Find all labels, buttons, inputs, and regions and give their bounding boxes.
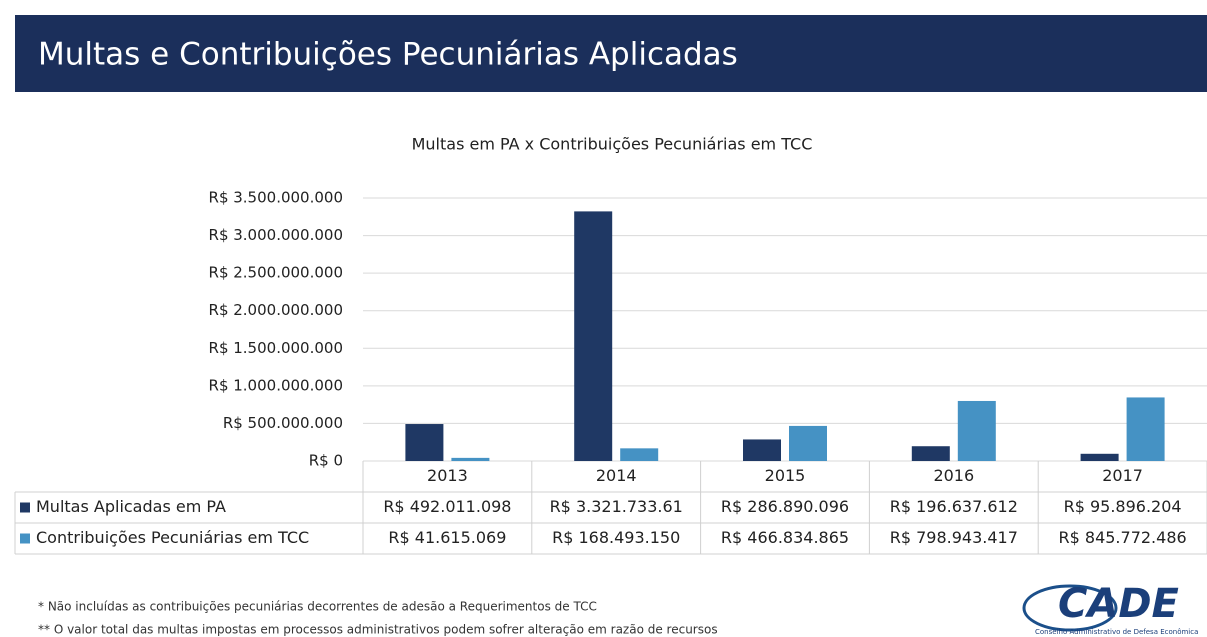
footnote: ** O valor total das multas impostas em … — [38, 623, 718, 637]
y-tick-label: R$ 3.000.000.000 — [209, 226, 343, 244]
bar — [620, 448, 659, 461]
x-tick-label: 2016 — [933, 466, 974, 485]
table-value: R$ 492.011.098 — [383, 497, 511, 516]
table-value: R$ 196.637.612 — [890, 497, 1018, 516]
y-tick-label: R$ 1.500.000.000 — [209, 339, 343, 357]
logo-swoosh — [1022, 584, 1118, 632]
chart-title: Multas em PA x Contribuições Pecuniárias… — [412, 135, 813, 154]
header-title: Multas e Contribuições Pecuniárias Aplic… — [38, 37, 738, 73]
bar — [405, 424, 444, 461]
table-value: R$ 41.615.069 — [388, 528, 506, 547]
bar — [451, 457, 490, 461]
x-tick-label: 2014 — [596, 466, 637, 485]
logo-subtitle: Conselho Administrativo de Defesa Econôm… — [1035, 628, 1198, 636]
bar — [1080, 453, 1119, 461]
y-tick-label: R$ 2.000.000.000 — [209, 301, 343, 319]
table-value: R$ 3.321.733.61 — [550, 497, 683, 516]
legend-swatch — [20, 502, 30, 513]
x-tick-label: 2015 — [765, 466, 806, 485]
header-bar — [15, 15, 1207, 92]
bar — [1126, 397, 1165, 461]
y-tick-label: R$ 1.000.000.000 — [209, 376, 343, 394]
bar — [743, 439, 781, 461]
table-value: R$ 845.772.486 — [1059, 528, 1187, 547]
table-value: R$ 286.890.096 — [721, 497, 849, 516]
bar — [957, 400, 996, 461]
y-tick-label: R$ 2.500.000.000 — [209, 264, 343, 282]
logo: CADE Conselho Administrativo de Defesa E… — [1022, 581, 1198, 636]
x-tick-label: 2017 — [1102, 466, 1143, 485]
bar — [789, 425, 827, 461]
table-value: R$ 95.896.204 — [1064, 497, 1182, 516]
bar — [574, 211, 613, 461]
y-tick-label: R$ 3.500.000.000 — [209, 189, 343, 207]
legend-label: Contribuições Pecuniárias em TCC — [36, 528, 309, 547]
footnote: * Não incluídas as contribuições pecuniá… — [38, 600, 597, 614]
table-value: R$ 466.834.865 — [721, 528, 849, 547]
y-tick-label: R$ 500.000.000 — [223, 414, 343, 432]
table-value: R$ 168.493.150 — [552, 528, 680, 547]
legend-label: Multas Aplicadas em PA — [36, 497, 226, 516]
legend-swatch — [20, 533, 30, 544]
x-tick-label: 2013 — [427, 466, 468, 485]
y-tick-label: R$ 0 — [309, 452, 343, 470]
bar — [911, 446, 950, 461]
logo-text: CADE — [1058, 581, 1179, 627]
table-value: R$ 798.943.417 — [890, 528, 1018, 547]
